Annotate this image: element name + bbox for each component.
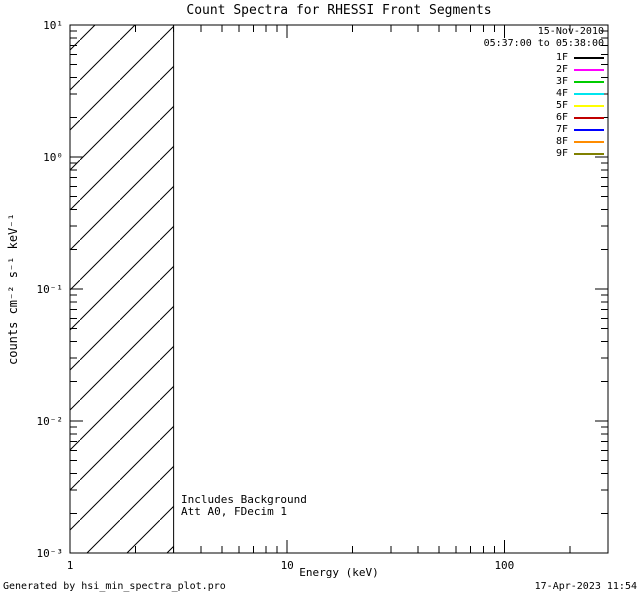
hatched-region bbox=[70, 25, 175, 553]
plot-annotation: Includes Background Att A0, FDecim 1 bbox=[181, 494, 307, 518]
legend-entry: 5F bbox=[484, 100, 604, 112]
legend-entry: 8F bbox=[484, 136, 604, 148]
legend-time-range: 05:37:00 to 05:38:00 bbox=[483, 38, 604, 49]
x-tick-label: 1 bbox=[67, 559, 74, 572]
generation-timestamp: 17-Apr-2023 11:54 bbox=[534, 581, 637, 592]
legend-entry: 1F bbox=[484, 52, 604, 64]
legend-entry-label: 7F bbox=[555, 124, 568, 135]
legend-entry: 9F bbox=[484, 148, 604, 160]
legend-color-swatch bbox=[574, 69, 604, 71]
y-tick-label: 10⁰ bbox=[43, 151, 63, 164]
legend-color-swatch bbox=[574, 93, 604, 95]
y-tick-label: 10¹ bbox=[43, 19, 63, 32]
chart-title: Count Spectra for RHESSI Front Segments bbox=[186, 3, 492, 18]
legend-color-swatch bbox=[574, 117, 604, 119]
legend-entry: 6F bbox=[484, 112, 604, 124]
legend-entry-label: 8F bbox=[555, 136, 568, 147]
legend-color-swatch bbox=[574, 81, 604, 83]
legend-entry: 7F bbox=[484, 124, 604, 136]
x-tick-label: 100 bbox=[494, 559, 514, 572]
legend-entry-label: 2F bbox=[555, 64, 568, 75]
legend-entry-label: 1F bbox=[555, 52, 568, 63]
legend-color-swatch bbox=[574, 141, 604, 143]
legend-color-swatch bbox=[574, 129, 604, 131]
legend-entry-label: 5F bbox=[555, 100, 568, 111]
legend-date: 15-Nov-2010 bbox=[537, 26, 604, 37]
legend-entry-label: 6F bbox=[555, 112, 568, 123]
y-axis-label: counts cm⁻² s⁻¹ keV⁻¹ bbox=[6, 213, 20, 365]
x-tick-label: 10 bbox=[281, 559, 294, 572]
legend-entry-label: 9F bbox=[555, 148, 568, 159]
x-axis-label: Energy (keV) bbox=[299, 566, 379, 579]
legend-entry: 2F bbox=[484, 64, 604, 76]
legend-entry-label: 4F bbox=[555, 88, 568, 99]
legend-color-swatch bbox=[574, 105, 604, 107]
axis-ticks bbox=[69, 24, 608, 554]
legend-entry: 3F bbox=[484, 76, 604, 88]
legend-entries: 1F 2F 3F 4F 5F 6F 7F 8F 9F bbox=[484, 52, 604, 160]
annotation-background: Includes Background bbox=[181, 493, 307, 506]
tick-labels: 1 10 100 10¹ 10⁰ 10⁻¹ 10⁻² 10⁻³ bbox=[37, 19, 515, 572]
legend-color-swatch bbox=[574, 57, 604, 59]
legend-color-swatch bbox=[574, 153, 604, 155]
y-tick-label: 10⁻¹ bbox=[37, 283, 64, 296]
legend: 15-Nov-2010 05:37:00 to 05:38:00 1F 2F 3F 4… bbox=[484, 26, 604, 160]
y-tick-label: 10⁻² bbox=[37, 415, 64, 428]
legend-entry-label: 3F bbox=[555, 76, 568, 87]
y-tick-label: 10⁻³ bbox=[37, 547, 64, 560]
generator-credit: Generated by hsi_min_spectra_plot.pro bbox=[3, 581, 226, 592]
annotation-attenuator: Att A0, FDecim 1 bbox=[181, 505, 287, 518]
legend-entry: 4F bbox=[484, 88, 604, 100]
